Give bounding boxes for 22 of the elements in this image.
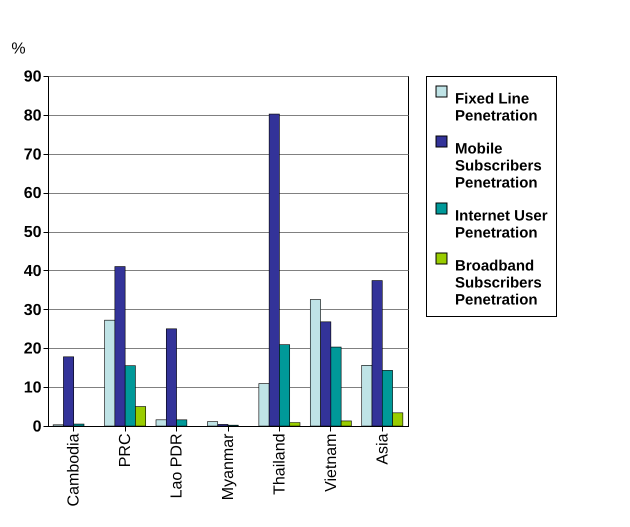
x-tick-label: Asia — [374, 433, 392, 465]
y-tick-label: 60 — [24, 185, 42, 202]
y-tick-label: 40 — [24, 262, 42, 280]
y-axis-title: % — [11, 40, 26, 58]
y-tick-label: 0 — [32, 418, 42, 436]
x-tick-label: Cambodia — [66, 433, 83, 506]
legend-label: Mobile Subscribers Penetration — [455, 140, 542, 192]
y-tick-label: 20 — [24, 340, 42, 358]
y-tick-label: 50 — [24, 224, 42, 242]
y-tick-label: 70 — [24, 146, 42, 164]
x-tick-label: PRC — [117, 434, 134, 468]
y-tick-label: 30 — [24, 302, 42, 319]
y-tick-label: 90 — [24, 68, 42, 86]
legend-label: Broadband Subscribers Penetration — [455, 258, 542, 308]
x-tick-label: Vietnam — [322, 434, 340, 492]
x-tick-label: Myanmar — [220, 432, 237, 500]
y-tick-label: 10 — [24, 380, 42, 397]
x-tick-label: Thailand — [271, 434, 288, 495]
legend-label: Fixed Line Penetration — [455, 90, 538, 124]
y-tick-label: 80 — [24, 107, 42, 124]
legend-label: Internet User Penetration — [455, 208, 548, 242]
x-tick-label: Lao PDR — [168, 434, 186, 498]
